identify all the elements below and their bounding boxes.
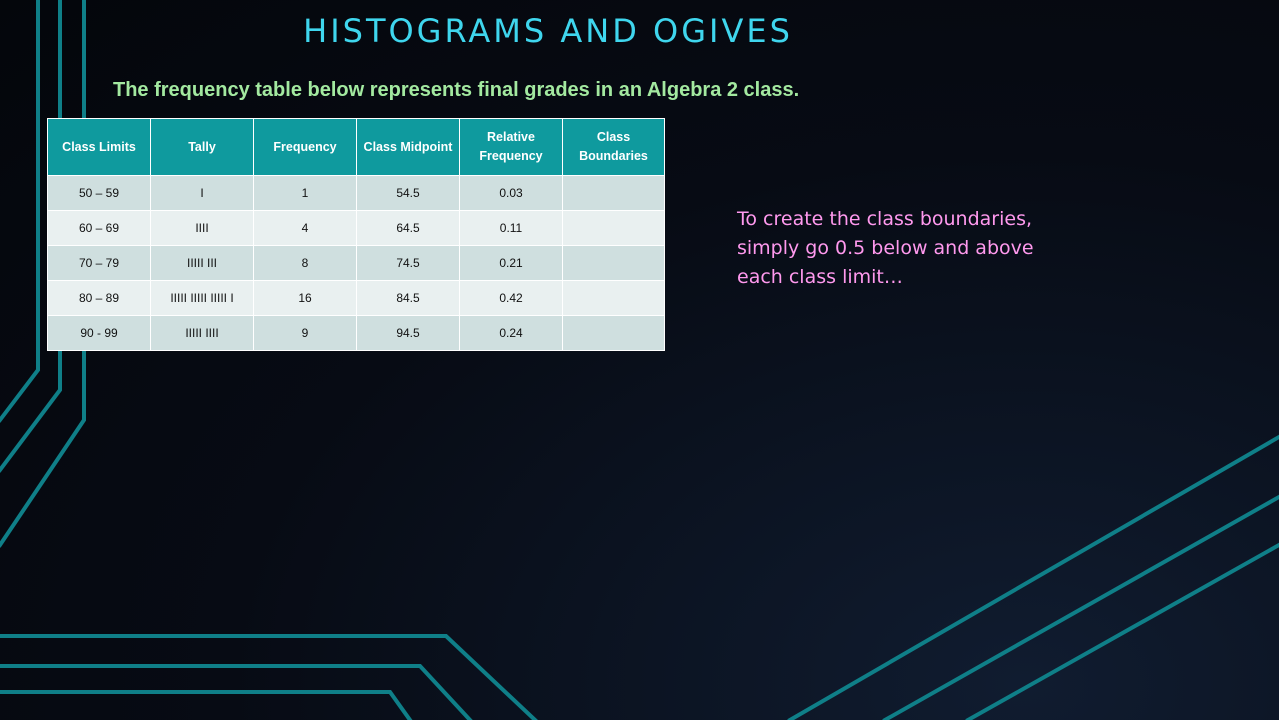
cell-relative-frequency: 0.24 xyxy=(459,315,563,351)
cell-class-boundaries xyxy=(562,245,665,281)
header-class-limits: Class Limits xyxy=(47,118,151,176)
cell-tally: IIIII IIII xyxy=(150,315,254,351)
cell-class-midpoint: 94.5 xyxy=(356,315,460,351)
header-class-midpoint: Class Midpoint xyxy=(356,118,460,176)
cell-class-boundaries xyxy=(562,280,665,316)
cell-relative-frequency: 0.21 xyxy=(459,245,563,281)
table-row: 70 – 79 IIIII III 8 74.5 0.21 xyxy=(47,245,665,281)
cell-class-limits: 70 – 79 xyxy=(47,245,151,281)
cell-tally: I xyxy=(150,175,254,211)
header-tally: Tally xyxy=(150,118,254,176)
table-row: 60 – 69 IIII 4 64.5 0.11 xyxy=(47,210,665,246)
cell-class-boundaries xyxy=(562,175,665,211)
cell-class-midpoint: 84.5 xyxy=(356,280,460,316)
header-relative-frequency: Relative Frequency xyxy=(459,118,563,176)
cell-class-limits: 60 – 69 xyxy=(47,210,151,246)
cell-class-midpoint: 54.5 xyxy=(356,175,460,211)
cell-tally: IIIII III xyxy=(150,245,254,281)
cell-relative-frequency: 0.42 xyxy=(459,280,563,316)
cell-class-limits: 50 – 59 xyxy=(47,175,151,211)
cell-class-limits: 80 – 89 xyxy=(47,280,151,316)
cell-tally: IIII xyxy=(150,210,254,246)
header-frequency: Frequency xyxy=(253,118,357,176)
slide-title: HISTOGRAMS AND OGIVES xyxy=(303,12,793,50)
table-row: 90 - 99 IIIII IIII 9 94.5 0.24 xyxy=(47,315,665,351)
cell-frequency: 4 xyxy=(253,210,357,246)
cell-frequency: 16 xyxy=(253,280,357,316)
table-row: 80 – 89 IIIII IIIII IIIII I 16 84.5 0.42 xyxy=(47,280,665,316)
slide-subtitle: The frequency table below represents fin… xyxy=(113,79,800,101)
cell-frequency: 9 xyxy=(253,315,357,351)
cell-class-boundaries xyxy=(562,210,665,246)
cell-frequency: 8 xyxy=(253,245,357,281)
cell-class-limits: 90 - 99 xyxy=(47,315,151,351)
cell-relative-frequency: 0.11 xyxy=(459,210,563,246)
cell-frequency: 1 xyxy=(253,175,357,211)
cell-relative-frequency: 0.03 xyxy=(459,175,563,211)
cell-class-boundaries xyxy=(562,315,665,351)
table-header-row: Class Limits Tally Frequency Class Midpo… xyxy=(47,118,665,176)
cell-tally: IIIII IIIII IIIII I xyxy=(150,280,254,316)
side-note: To create the class boundaries, simply g… xyxy=(737,208,1034,288)
table-row: 50 – 59 I 1 54.5 0.03 xyxy=(47,175,665,211)
cell-class-midpoint: 64.5 xyxy=(356,210,460,246)
frequency-table: Class Limits Tally Frequency Class Midpo… xyxy=(47,118,665,351)
header-class-boundaries: Class Boundaries xyxy=(562,118,665,176)
cell-class-midpoint: 74.5 xyxy=(356,245,460,281)
